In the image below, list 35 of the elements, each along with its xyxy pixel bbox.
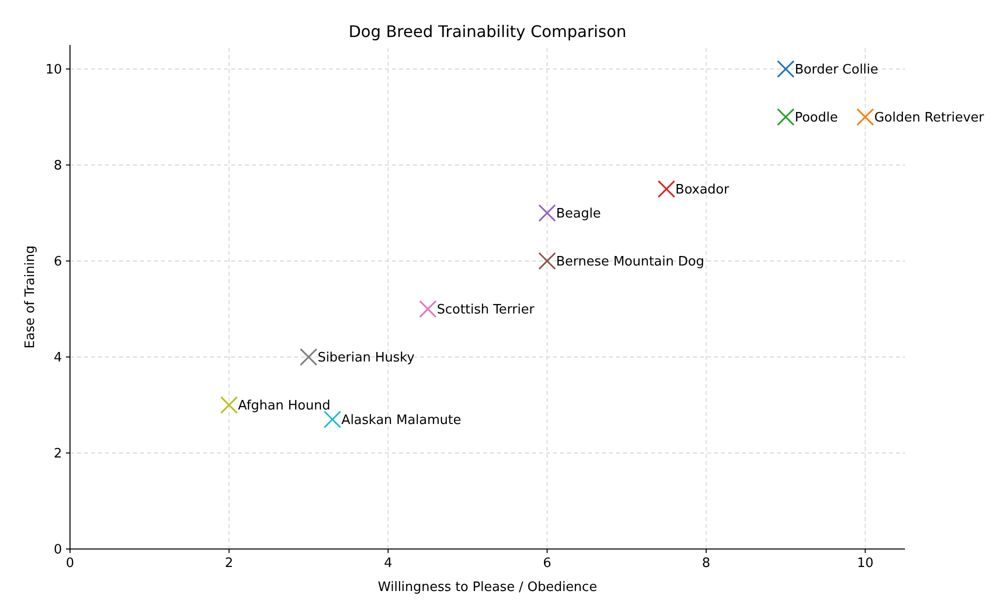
series-label: Afghan Hound: [238, 398, 330, 414]
point: [220, 396, 238, 414]
point: [419, 300, 437, 318]
series-label: Poodle: [794, 110, 838, 126]
point: [538, 252, 556, 270]
x-tick-label: 2: [224, 556, 234, 571]
y-tick-label: 0: [54, 542, 62, 558]
chart-title: Dog Breed Trainability Comparison: [348, 22, 626, 41]
y-tick-label: 6: [54, 254, 62, 270]
series-label: Golden Retriever: [874, 110, 985, 126]
x-tick-label: 6: [543, 556, 552, 571]
x-tick-label: 8: [702, 556, 710, 571]
x-tick-label: 10: [856, 556, 874, 571]
y-axis-title: Ease of Training: [23, 245, 38, 349]
point: [658, 180, 676, 198]
point: [538, 204, 556, 222]
y-tick-label: 2: [54, 446, 62, 462]
point: [324, 410, 342, 428]
series-label: Bernese Mountain Dog: [556, 254, 704, 270]
series-label: Border Collie: [794, 62, 878, 78]
series-label: Siberian Husky: [318, 350, 415, 366]
series-label: Beagle: [556, 206, 601, 222]
point: [776, 108, 795, 126]
point: [300, 348, 318, 366]
point: [776, 60, 795, 78]
y-tick-label: 4: [54, 350, 62, 366]
series-label: Scottish Terrier: [436, 302, 535, 318]
y-tick-label: 8: [54, 158, 62, 174]
series-label: Alaskan Malamute: [341, 412, 462, 428]
x-tick-label: 4: [384, 556, 392, 571]
x-tick-label: 0: [66, 556, 74, 571]
y-tick-label: 10: [45, 62, 62, 78]
x-axis-title: Willingness to Please / Obedience: [378, 580, 598, 595]
point: [856, 108, 874, 126]
series-label: Boxador: [675, 182, 730, 198]
